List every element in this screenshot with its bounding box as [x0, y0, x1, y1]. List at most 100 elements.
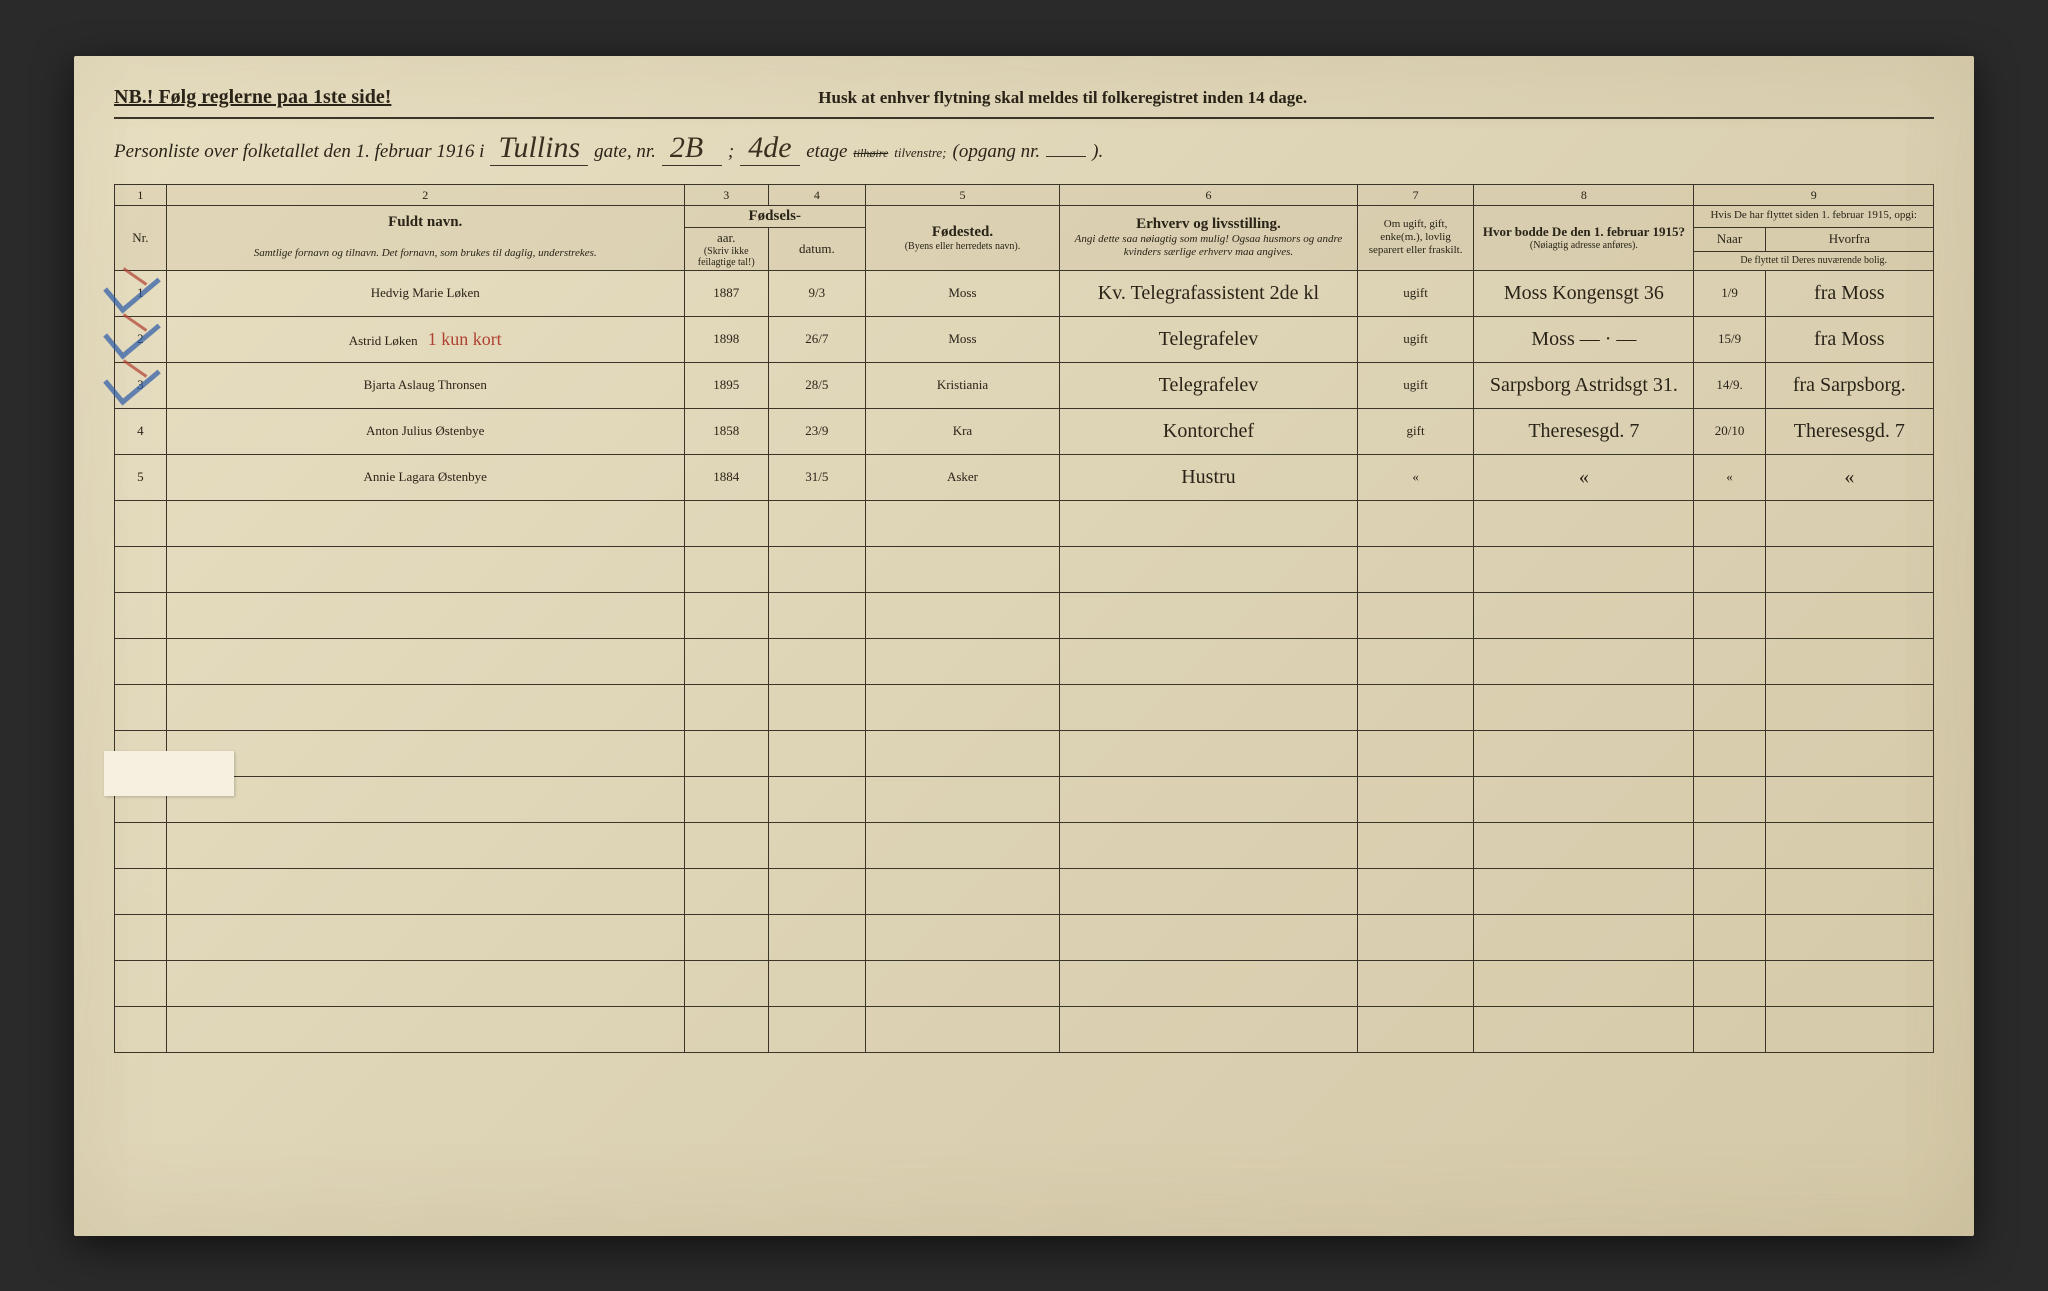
empty-cell [166, 592, 684, 638]
empty-row [115, 914, 1934, 960]
row-number-cell: 5 [115, 454, 167, 500]
empty-cell [115, 546, 167, 592]
colnum-7: 7 [1413, 188, 1419, 202]
empty-cell [768, 592, 865, 638]
header-year: aar. [717, 230, 735, 245]
empty-cell [1765, 730, 1933, 776]
name-cell: Annie Lagara Østenbye [166, 454, 684, 500]
empty-cell [1060, 500, 1358, 546]
birth-date-cell: 23/9 [768, 408, 865, 454]
empty-cell [684, 914, 768, 960]
empty-cell [166, 684, 684, 730]
header-occ-sub: Angi dette saa nøiagtig som mulig! Ogsaa… [1064, 233, 1353, 259]
occupation-cell: Telegrafelev [1060, 362, 1358, 408]
empty-cell [684, 868, 768, 914]
empty-cell [1765, 546, 1933, 592]
empty-cell [684, 960, 768, 1006]
empty-cell [1694, 730, 1765, 776]
occupation-cell: Kontorchef [1060, 408, 1358, 454]
birthplace-cell: Moss [865, 316, 1059, 362]
empty-cell [1694, 822, 1765, 868]
empty-cell [166, 500, 684, 546]
empty-cell [684, 638, 768, 684]
empty-cell [1357, 500, 1474, 546]
table-row: 3Bjarta Aslaug Thronsen189528/5Kristiani… [115, 362, 1934, 408]
empty-cell [1474, 822, 1694, 868]
row-number-cell: 4 [115, 408, 167, 454]
empty-cell [1060, 546, 1358, 592]
occupation-cell: Kv. Telegrafassistent 2de kl [1060, 270, 1358, 316]
empty-cell [115, 822, 167, 868]
empty-cell [166, 960, 684, 1006]
side-label: tilvenstre; [894, 145, 946, 161]
status-cell: gift [1357, 408, 1474, 454]
empty-cell [768, 1006, 865, 1052]
gate-label: gate, nr. [594, 141, 656, 163]
empty-cell [1060, 592, 1358, 638]
empty-cell [865, 822, 1059, 868]
prev-address-cell: Sarpsborg Astridsgt 31. [1474, 362, 1694, 408]
moved-when-cell: 14/9. [1694, 362, 1765, 408]
empty-cell [1357, 684, 1474, 730]
empty-row [115, 730, 1934, 776]
empty-cell [1060, 638, 1358, 684]
empty-cell [768, 776, 865, 822]
empty-cell [1765, 914, 1933, 960]
header-status: Om ugift, gift, enke(m.), lovlig separer… [1362, 218, 1470, 258]
table-body: 1Hedvig Marie Løken18879/3MossKv. Telegr… [115, 270, 1934, 1052]
empty-cell [684, 546, 768, 592]
birth-date-cell: 26/7 [768, 316, 865, 362]
header-year-paren: (Skriv ikke feilagtige tal!) [689, 246, 764, 268]
header-moved-sub: De flyttet til Deres nuværende bolig. [1698, 255, 1929, 266]
colnum-8: 8 [1581, 188, 1587, 202]
empty-cell [1357, 1006, 1474, 1052]
empty-cell [865, 1006, 1059, 1052]
empty-cell [1694, 868, 1765, 914]
birth-year-cell: 1884 [684, 454, 768, 500]
census-form-page: NB.! Følg reglerne paa 1ste side! Husk a… [74, 56, 1974, 1236]
empty-row [115, 1006, 1934, 1052]
empty-cell [1694, 546, 1765, 592]
birthplace-cell: Moss [865, 270, 1059, 316]
prev-address-cell: Theresesgd. 7 [1474, 408, 1694, 454]
table-row: 1Hedvig Marie Løken18879/3MossKv. Telegr… [115, 270, 1934, 316]
empty-cell [1765, 684, 1933, 730]
moved-from-cell: fra Moss [1765, 316, 1933, 362]
empty-cell [768, 684, 865, 730]
empty-cell [768, 914, 865, 960]
empty-cell [865, 776, 1059, 822]
birth-date-cell: 28/5 [768, 362, 865, 408]
empty-cell [1474, 914, 1694, 960]
empty-cell [768, 500, 865, 546]
empty-cell [684, 1006, 768, 1052]
empty-cell [1357, 822, 1474, 868]
status-cell: ugift [1357, 270, 1474, 316]
empty-cell [1694, 500, 1765, 546]
empty-cell [1357, 960, 1474, 1006]
empty-cell [1474, 500, 1694, 546]
moved-when-cell: 20/10 [1694, 408, 1765, 454]
empty-cell [865, 638, 1059, 684]
etage-label: etage [806, 141, 847, 163]
empty-cell [1474, 960, 1694, 1006]
table-row: 4Anton Julius Østenbye185823/9KraKontorc… [115, 408, 1934, 454]
nb-text: NB.! Følg reglerne paa 1ste side! [114, 86, 391, 108]
empty-cell [768, 868, 865, 914]
moved-from-cell: Theresesgd. 7 [1765, 408, 1933, 454]
colnum-5: 5 [959, 188, 965, 202]
empty-cell [1474, 776, 1694, 822]
empty-cell [1474, 1006, 1694, 1052]
header-nr: Nr. [132, 230, 148, 245]
empty-row [115, 776, 1934, 822]
empty-cell [1765, 776, 1933, 822]
empty-cell [1765, 638, 1933, 684]
reminder-text: Husk at enhver flytning skal meldes til … [818, 88, 1307, 108]
empty-cell [1765, 1006, 1933, 1052]
colnum-4: 4 [814, 188, 820, 202]
empty-cell [1694, 914, 1765, 960]
empty-row [115, 500, 1934, 546]
empty-cell [865, 960, 1059, 1006]
empty-cell [768, 960, 865, 1006]
moved-when-cell: 15/9 [1694, 316, 1765, 362]
empty-cell [1474, 546, 1694, 592]
